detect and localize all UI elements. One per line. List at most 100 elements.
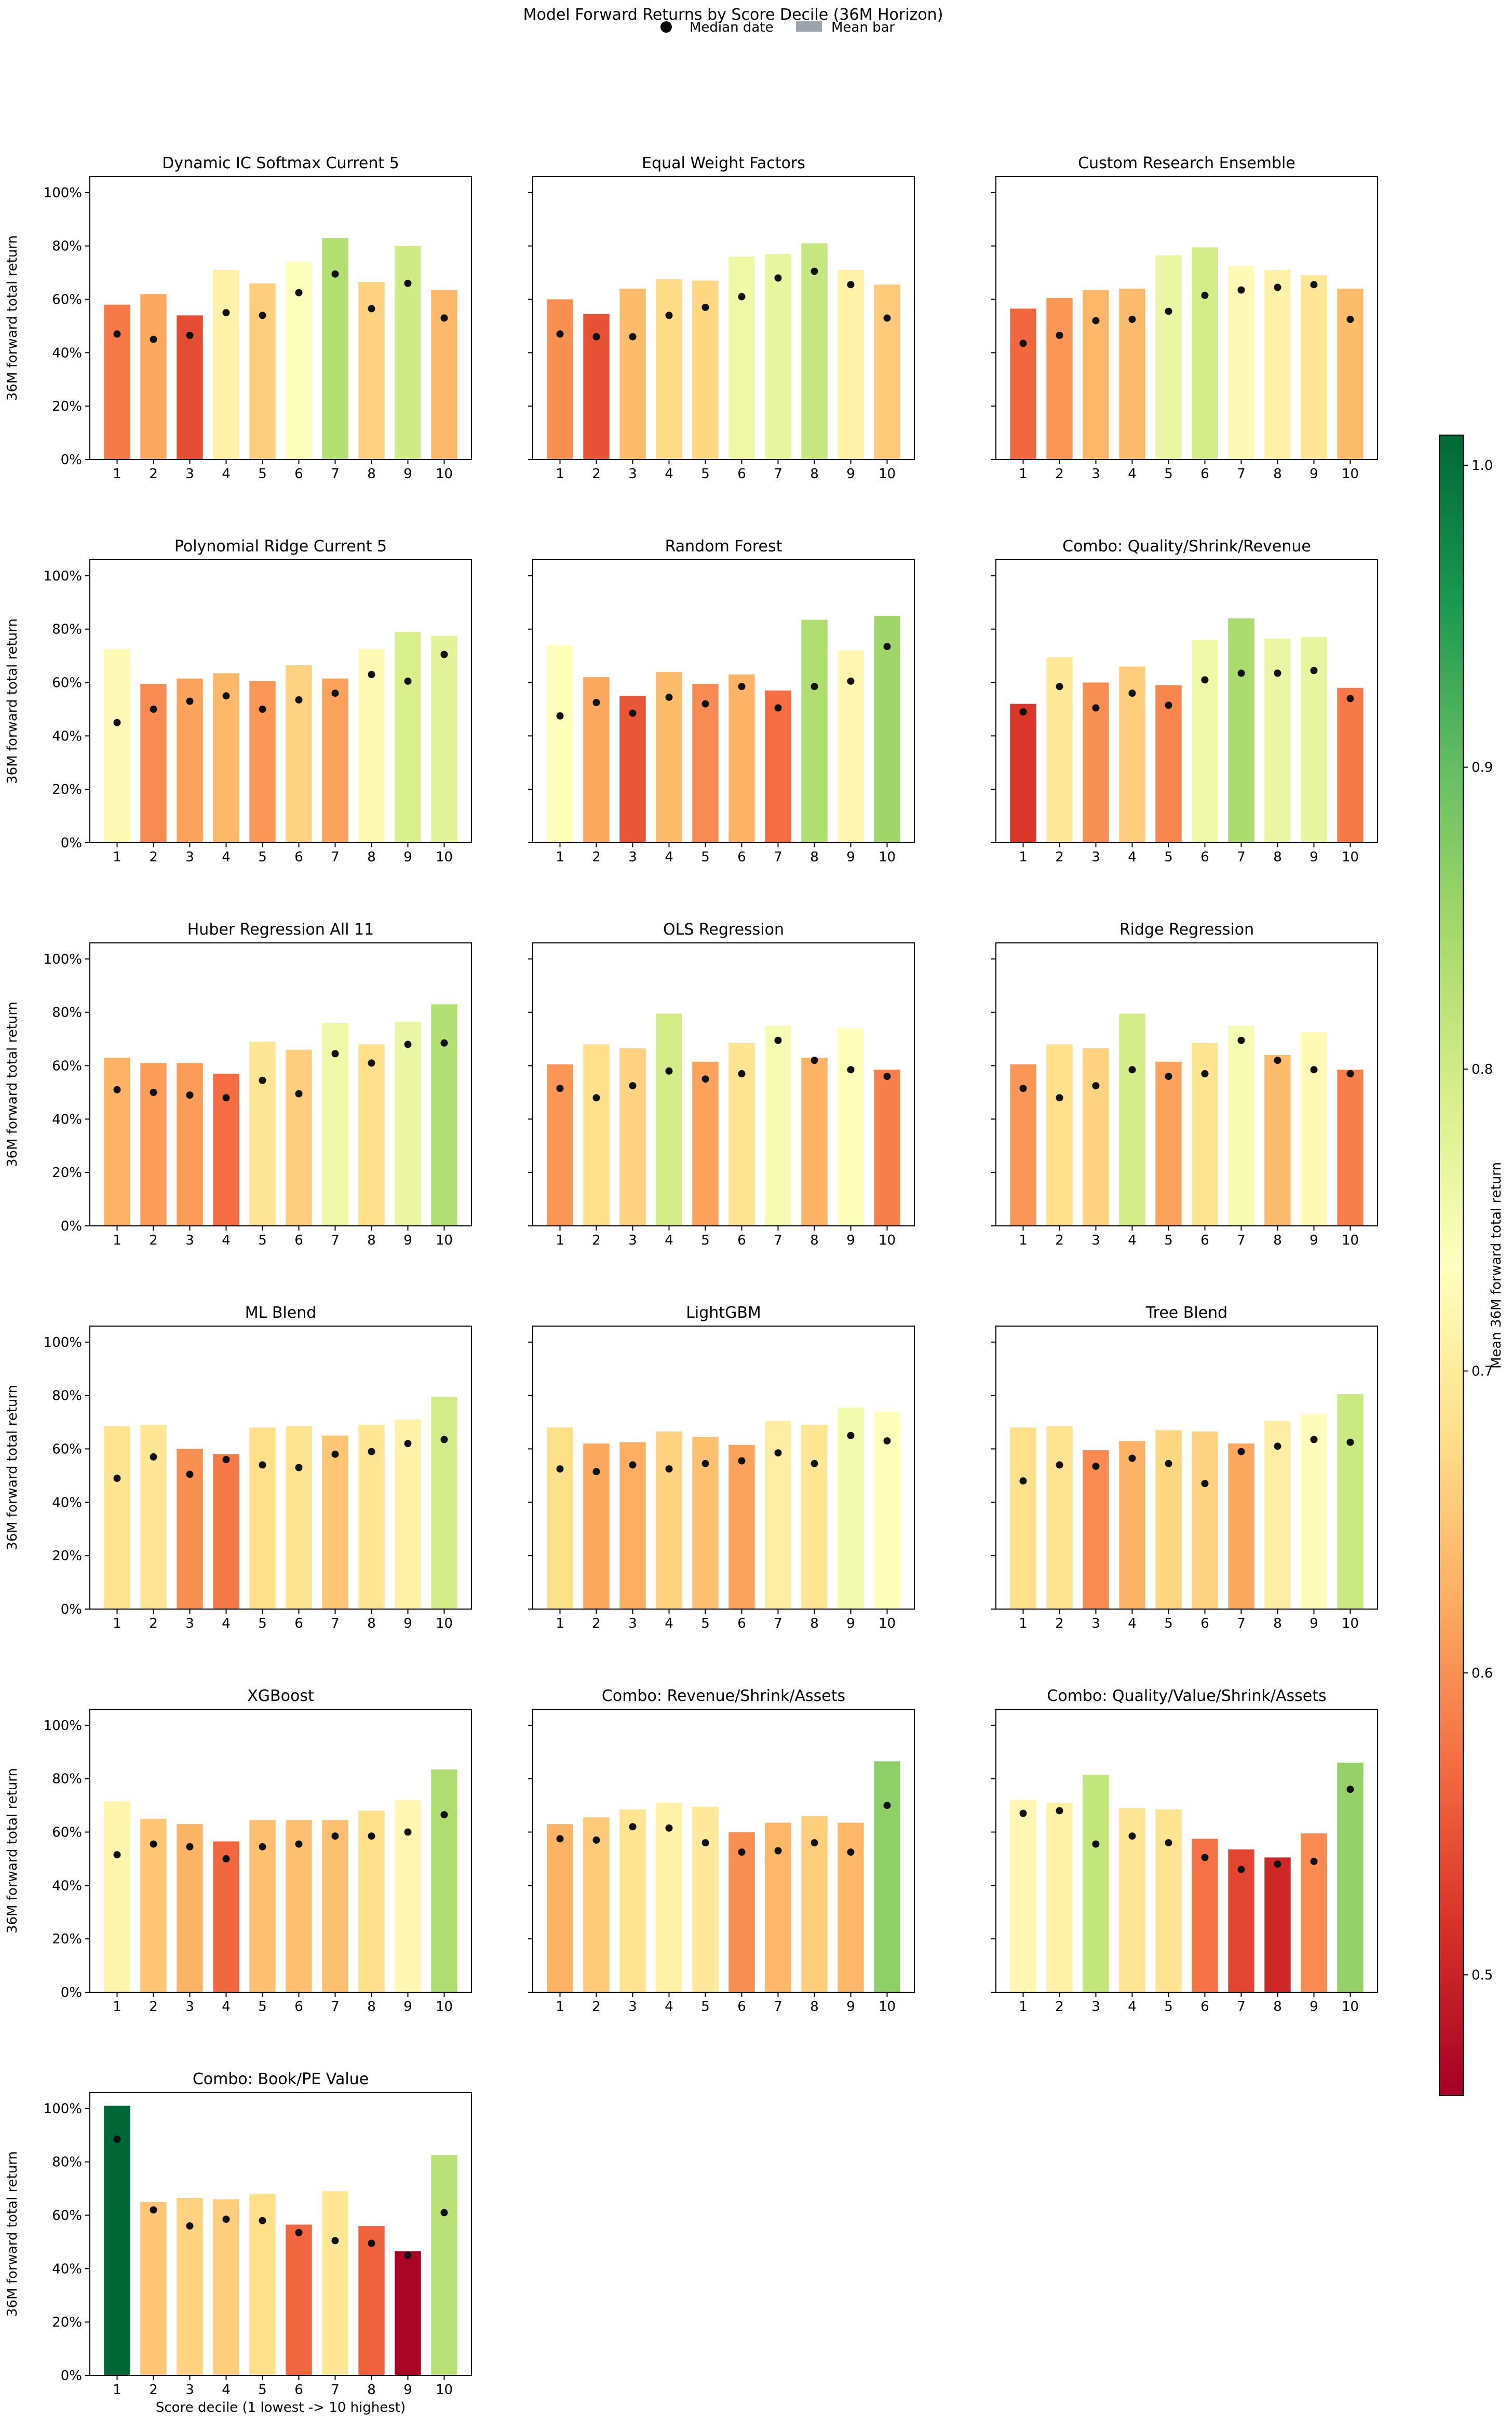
x-tick-label: 6 xyxy=(1200,1233,1209,1248)
plot-frame xyxy=(89,176,472,460)
x-tick-label: 1 xyxy=(556,849,564,865)
mean-bar xyxy=(1264,1055,1291,1226)
mean-bar xyxy=(1155,1430,1182,1609)
median-point xyxy=(150,1088,157,1096)
mean-bar xyxy=(801,1425,828,1609)
x-tick-label: 2 xyxy=(592,1616,601,1631)
x-tick-label: 5 xyxy=(258,2382,267,2398)
mean-bar xyxy=(838,270,864,460)
mean-bar xyxy=(1155,1809,1182,1992)
median-point xyxy=(440,314,448,322)
mean-bar xyxy=(1264,1857,1291,1992)
y-axis-label: 36M forward total return xyxy=(5,618,20,784)
x-tick-label: 9 xyxy=(1310,466,1318,482)
mean-bar xyxy=(656,279,682,460)
x-tick-label: 9 xyxy=(403,1233,412,1248)
mean-bar xyxy=(213,1454,239,1609)
median-point xyxy=(738,1457,746,1465)
median-point xyxy=(811,1057,818,1064)
mean-bar xyxy=(1010,704,1036,843)
median-point xyxy=(847,281,855,289)
subplot: 0% 20% 40% 60% 80% 100% 1 2 3 4 5 6 7 8 9 10 ML Blend 36M… xyxy=(5,1304,472,1631)
x-tick-label: 9 xyxy=(846,1233,855,1248)
median-point xyxy=(1237,1866,1245,1873)
y-tick-label: 60% xyxy=(52,1825,82,1841)
median-point xyxy=(774,1847,782,1855)
mean-bar xyxy=(1228,1025,1254,1226)
median-point xyxy=(368,1832,375,1840)
mean-bar xyxy=(104,2105,130,2375)
mean-bar xyxy=(547,1427,573,1609)
x-tick-label: 8 xyxy=(810,849,819,865)
y-tick-label: 40% xyxy=(52,728,82,744)
x-tick-label: 7 xyxy=(331,1616,340,1631)
mean-bar xyxy=(583,1044,610,1226)
median-point xyxy=(1346,1070,1354,1077)
mean-bar xyxy=(431,2155,457,2375)
x-tick-label: 2 xyxy=(1055,1233,1064,1248)
mean-bar xyxy=(728,674,755,843)
median-point xyxy=(1346,1438,1354,1446)
subplot-title: Combo: Quality/Value/Shrink/Assets xyxy=(1047,1687,1326,1705)
median-point xyxy=(404,1041,412,1048)
plot-frame xyxy=(995,1709,1378,1993)
mean-bar xyxy=(1046,1044,1073,1226)
mean-bar xyxy=(431,1004,457,1226)
median-point xyxy=(295,1840,303,1848)
mean-bar xyxy=(1083,290,1109,460)
x-tick-label: 10 xyxy=(1342,466,1359,482)
x-tick-label: 1 xyxy=(1019,1616,1028,1631)
x-tick-label: 2 xyxy=(592,1999,601,2015)
y-tick-label: 80% xyxy=(52,622,82,638)
median-point xyxy=(404,1440,412,1448)
x-tick-label: 2 xyxy=(1055,849,1064,865)
x-tick-label: 8 xyxy=(367,849,376,865)
x-tick-label: 5 xyxy=(258,1616,267,1631)
plot-frame xyxy=(532,1709,915,1993)
mean-bar xyxy=(322,2191,348,2375)
x-tick-label: 9 xyxy=(846,1616,855,1631)
x-tick-label: 10 xyxy=(436,1233,453,1248)
mean-bar xyxy=(838,1028,864,1226)
mean-bar xyxy=(1228,618,1254,843)
x-tick-label: 8 xyxy=(367,466,376,482)
x-tick-label: 6 xyxy=(294,2382,303,2398)
x-tick-label: 7 xyxy=(331,1999,340,2015)
median-point xyxy=(1019,340,1027,347)
mean-bar xyxy=(1083,1048,1109,1226)
x-tick-label: 6 xyxy=(294,849,303,865)
x-tick-label: 2 xyxy=(149,1616,158,1631)
median-point xyxy=(331,270,339,278)
y-axis-label: 36M forward total return xyxy=(5,1385,20,1550)
median-point xyxy=(1310,1066,1318,1074)
median-point xyxy=(222,1855,230,1862)
x-tick-label: 7 xyxy=(331,1233,340,1248)
x-tick-label: 2 xyxy=(149,1999,158,2015)
median-point xyxy=(150,1453,157,1461)
median-point xyxy=(1274,1057,1281,1064)
mean-bar xyxy=(692,1806,719,1992)
mean-bar xyxy=(801,619,828,843)
mean-bar xyxy=(765,254,791,460)
x-tick-label: 7 xyxy=(774,466,782,482)
median-point xyxy=(774,704,782,712)
median-point xyxy=(811,267,818,275)
median-point xyxy=(1019,708,1027,716)
x-tick-label: 4 xyxy=(222,849,231,865)
median-point xyxy=(113,1086,121,1093)
x-tick-label: 5 xyxy=(1164,466,1173,482)
mean-bar xyxy=(286,1426,312,1609)
x-tick-label: 4 xyxy=(665,849,673,865)
median-point xyxy=(259,1076,266,1084)
median-point xyxy=(811,1460,818,1467)
median-point xyxy=(368,305,375,313)
x-tick-label: 9 xyxy=(846,466,855,482)
x-tick-label: 9 xyxy=(1310,1616,1318,1631)
mean-bar xyxy=(874,616,900,843)
x-tick-label: 2 xyxy=(1055,466,1064,482)
median-point xyxy=(1056,1094,1063,1102)
x-tick-label: 10 xyxy=(1342,1999,1359,2015)
mean-bar xyxy=(728,256,755,460)
x-tick-label: 8 xyxy=(1273,466,1282,482)
